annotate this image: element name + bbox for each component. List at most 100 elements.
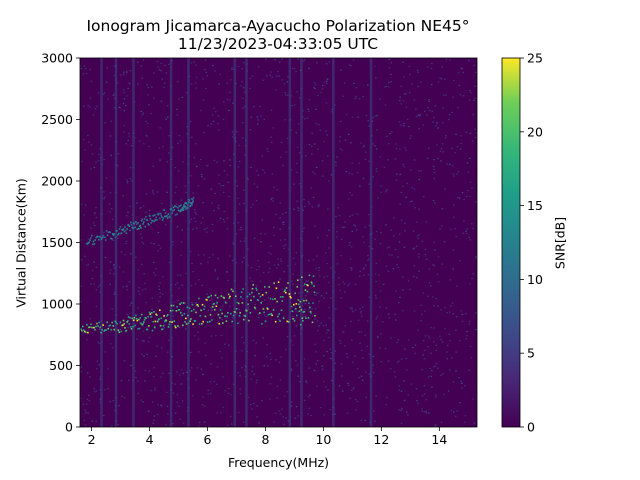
noise-cell bbox=[410, 383, 413, 385]
noise-cell bbox=[323, 297, 325, 299]
trace-point bbox=[119, 226, 122, 228]
noise-cell bbox=[360, 312, 362, 314]
noise-cell bbox=[152, 191, 154, 193]
trace-point bbox=[191, 198, 194, 201]
trace-point bbox=[262, 308, 265, 310]
noise-cell bbox=[222, 406, 224, 408]
trace-point bbox=[110, 328, 112, 331]
noise-cell bbox=[441, 263, 443, 265]
noise-cell bbox=[146, 122, 149, 124]
trace-point bbox=[192, 323, 194, 325]
noise-cell bbox=[232, 136, 234, 138]
noise-cell bbox=[328, 307, 330, 309]
trace-point bbox=[113, 328, 116, 331]
noise-cell bbox=[98, 364, 100, 366]
noise-cell bbox=[364, 334, 366, 336]
trace-point bbox=[174, 325, 176, 327]
noise-cell bbox=[359, 270, 361, 272]
noise-cell bbox=[386, 396, 388, 399]
trace-point bbox=[167, 213, 170, 215]
noise-cell bbox=[197, 185, 200, 187]
noise-cell bbox=[351, 339, 353, 341]
noise-cell bbox=[123, 89, 125, 91]
trace-point bbox=[307, 317, 310, 319]
noise-cell bbox=[109, 272, 111, 274]
noise-cell bbox=[349, 192, 351, 194]
noise-cell bbox=[256, 416, 258, 418]
noise-cell bbox=[418, 128, 420, 130]
noise-cell bbox=[404, 348, 406, 350]
noise-cell bbox=[355, 95, 357, 98]
noise-cell bbox=[469, 195, 471, 197]
noise-cell bbox=[455, 351, 457, 353]
noise-cell bbox=[177, 299, 180, 302]
trace-point bbox=[127, 320, 129, 322]
trace-point bbox=[138, 318, 140, 321]
noise-cell bbox=[299, 381, 301, 383]
noise-cell bbox=[336, 156, 338, 158]
noise-cell bbox=[214, 192, 216, 194]
noise-cell bbox=[84, 204, 87, 206]
trace-point bbox=[180, 311, 182, 314]
noise-cell bbox=[280, 356, 282, 358]
noise-cell bbox=[375, 280, 377, 283]
noise-cell bbox=[455, 329, 457, 331]
noise-cell bbox=[372, 364, 374, 366]
noise-cell bbox=[235, 82, 237, 85]
trace-point bbox=[169, 216, 171, 219]
noise-cell bbox=[343, 283, 346, 285]
noise-cell bbox=[270, 109, 273, 111]
noise-cell bbox=[471, 223, 473, 225]
noise-cell bbox=[113, 267, 116, 269]
noise-cell bbox=[201, 176, 203, 178]
noise-cell bbox=[255, 200, 258, 202]
trace-point bbox=[117, 329, 120, 332]
trace-point bbox=[258, 312, 261, 314]
noise-cell bbox=[342, 331, 345, 333]
noise-cell bbox=[340, 363, 343, 365]
trace-point bbox=[97, 325, 99, 327]
noise-cell bbox=[280, 258, 282, 260]
noise-cell bbox=[446, 351, 448, 353]
noise-cell bbox=[210, 188, 213, 190]
trace-point bbox=[305, 317, 307, 319]
trace-point bbox=[170, 304, 173, 307]
noise-cell bbox=[297, 375, 299, 377]
noise-cell bbox=[87, 134, 89, 137]
noise-cell bbox=[322, 380, 325, 383]
noise-cell bbox=[469, 90, 471, 92]
noise-cell bbox=[263, 172, 266, 174]
noise-cell bbox=[97, 92, 100, 94]
noise-cell bbox=[126, 313, 129, 316]
noise-cell bbox=[221, 357, 223, 359]
noise-cell bbox=[261, 155, 264, 157]
noise-cell bbox=[308, 203, 311, 205]
noise-cell bbox=[153, 419, 155, 421]
noise-cell bbox=[232, 102, 234, 104]
noise-cell bbox=[322, 324, 325, 327]
noise-cell bbox=[308, 143, 311, 146]
stripe bbox=[169, 58, 173, 427]
trace-point bbox=[193, 308, 195, 311]
noise-cell bbox=[217, 123, 219, 125]
noise-cell bbox=[157, 404, 159, 406]
noise-cell bbox=[392, 268, 395, 270]
trace-point bbox=[184, 208, 187, 211]
trace-point bbox=[177, 209, 180, 212]
noise-cell bbox=[99, 378, 101, 380]
noise-cell bbox=[162, 372, 164, 374]
noise-cell bbox=[128, 281, 131, 283]
noise-cell bbox=[216, 412, 218, 414]
noise-cell bbox=[243, 106, 246, 108]
noise-cell bbox=[226, 98, 229, 101]
trace-point bbox=[126, 321, 128, 323]
trace-point bbox=[190, 198, 193, 200]
noise-cell bbox=[439, 150, 442, 152]
noise-cell bbox=[185, 272, 187, 275]
noise-cell bbox=[473, 64, 476, 66]
noise-cell bbox=[275, 359, 277, 361]
trace-point bbox=[109, 324, 111, 327]
noise-cell bbox=[113, 93, 115, 95]
noise-cell bbox=[185, 328, 187, 330]
noise-cell bbox=[122, 73, 125, 76]
